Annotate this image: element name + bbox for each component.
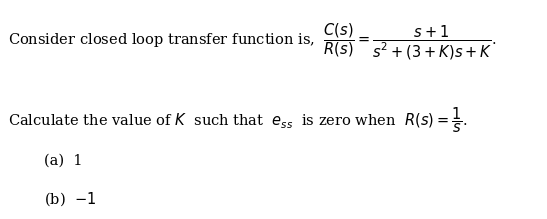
Text: (b)  $-1$: (b) $-1$ (44, 191, 96, 208)
Text: Calculate the value of $K$  such that  $e_{ss}$  is zero when  $R(s)=\dfrac{1}{s: Calculate the value of $K$ such that $e_… (8, 105, 468, 135)
Text: (a)  1: (a) 1 (44, 153, 82, 167)
Text: Consider closed loop transfer function is,  $\dfrac{C(s)}{R(s)} = \dfrac{s+1}{s^: Consider closed loop transfer function i… (8, 22, 497, 62)
